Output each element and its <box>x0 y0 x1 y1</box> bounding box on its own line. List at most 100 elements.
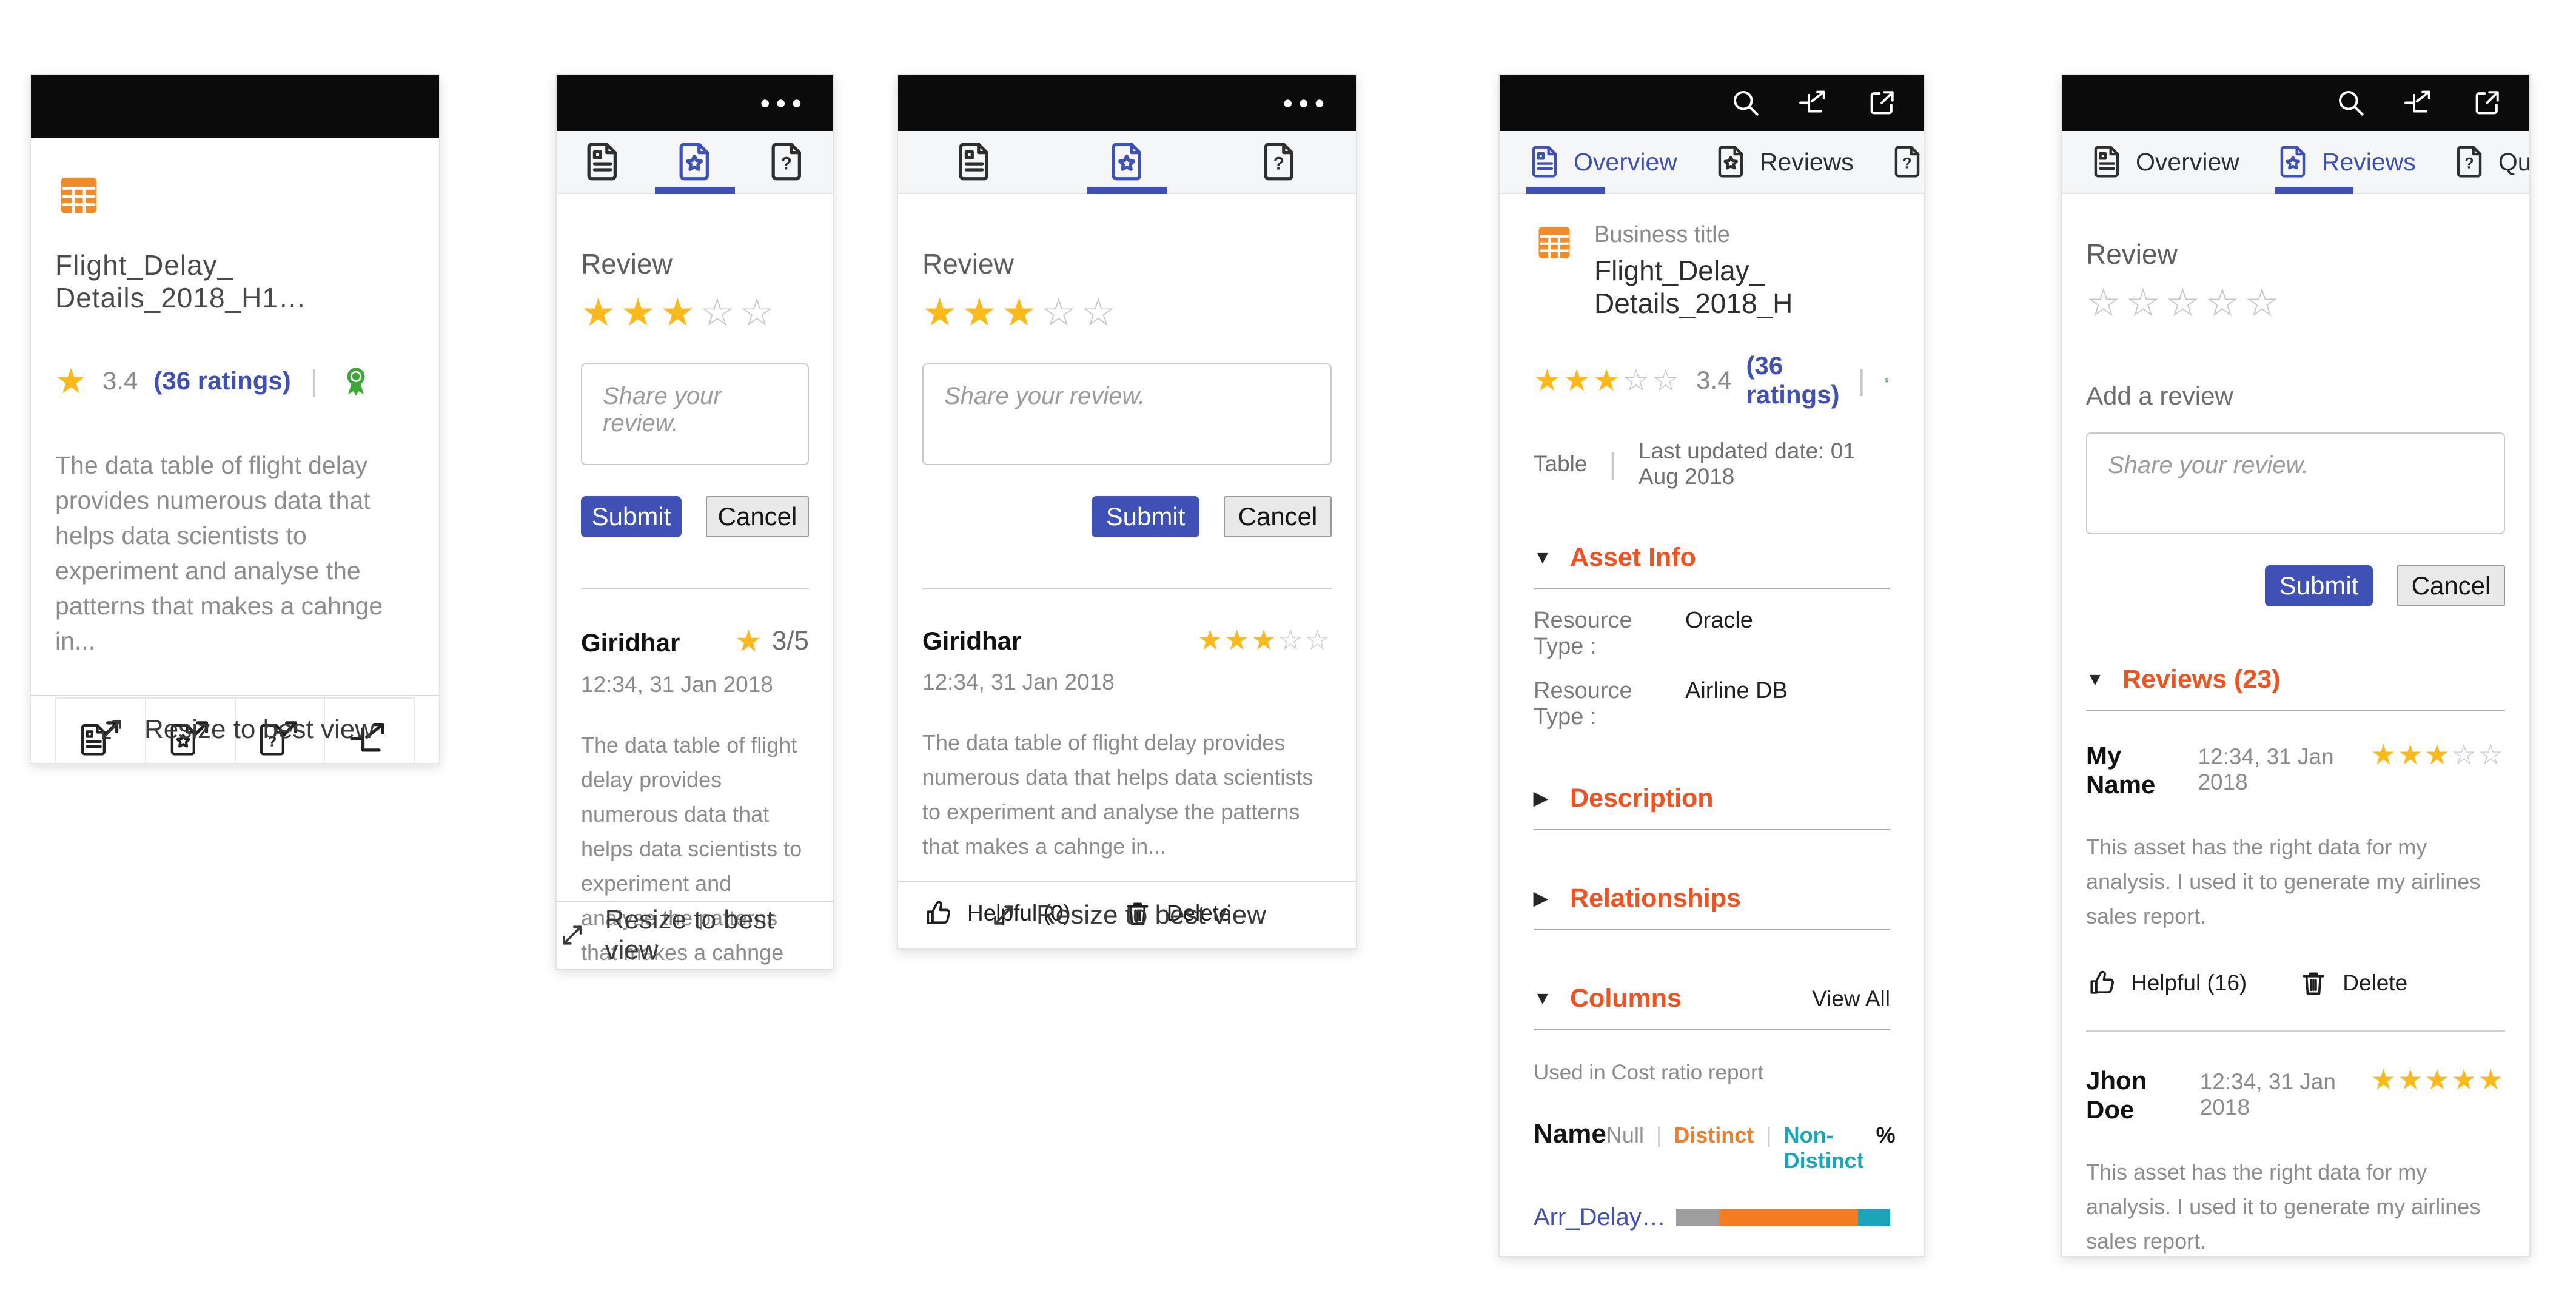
resize-button[interactable]: Resize to best view <box>898 881 1356 948</box>
ratings-count-link[interactable]: (36 ratings) <box>153 366 291 395</box>
questions-doc-icon <box>2451 143 2489 181</box>
card-header-bar <box>1500 75 1924 131</box>
add-review-label: Add a review <box>2086 381 2233 410</box>
caret-down-icon: ▼ <box>1534 988 1552 1009</box>
cancel-button[interactable]: Cancel <box>1224 496 1332 537</box>
submit-button[interactable]: Submit <box>581 496 682 537</box>
review-input[interactable] <box>2086 432 2505 534</box>
tab-questions[interactable]: Questions <box>1889 131 1925 193</box>
review-date: 12:34, 31 Jan 2018 <box>581 672 773 697</box>
divider <box>2086 710 2505 711</box>
resize-button[interactable]: Resize to best view <box>31 695 439 763</box>
asset-description: The data table of flight delay provides … <box>55 451 383 655</box>
external-link-icon[interactable] <box>1865 86 1899 120</box>
rating-value: 3.4 <box>1696 366 1732 394</box>
columns-header[interactable]: ▼ Columns View All <box>1534 984 1890 1013</box>
column-profile-bar <box>1676 1209 1890 1226</box>
tab-questions[interactable] <box>741 131 833 193</box>
ratings-count-link[interactable]: (36 ratings) <box>1746 351 1840 409</box>
tab-questions[interactable]: Questions <box>2451 131 2529 193</box>
asset-summary-card: Flight_Delay_ Details_2018_H1… ★ 3.4 (36… <box>30 74 440 764</box>
resize-icon <box>557 919 588 951</box>
reviews-doc-icon <box>1712 143 1750 181</box>
divider <box>922 588 1332 589</box>
tab-overview[interactable] <box>557 131 649 193</box>
card-header-bar: ••• <box>557 75 833 131</box>
search-icon[interactable] <box>1729 86 1763 120</box>
cancel-button[interactable]: Cancel <box>706 496 809 537</box>
section-columns: ▼ Columns View All Used in Cost ratio re… <box>1534 984 1896 1256</box>
divider <box>1534 829 1890 830</box>
divider: | <box>1609 448 1617 480</box>
relationships-header[interactable]: ▶ Relationships <box>1534 884 1741 913</box>
cancel-button[interactable]: Cancel <box>2397 565 2505 606</box>
tab-reviews[interactable] <box>649 131 741 193</box>
reviews-list-header[interactable]: ▼ Reviews (23) <box>2086 665 2281 694</box>
caret-right-icon: ▶ <box>1534 888 1548 908</box>
helpful-button[interactable]: Helpful (16) <box>2086 967 2247 999</box>
resize-button[interactable]: Resize to best view <box>557 901 833 969</box>
description-header[interactable]: ▶ Description <box>1534 784 1714 813</box>
star-icon: ★ <box>735 624 762 658</box>
column-name-link[interactable]: Arr_Delay… <box>1534 1204 1666 1231</box>
reviewer-name: Jhon Doe <box>2086 1066 2147 1124</box>
tab-reviews[interactable] <box>1051 131 1204 193</box>
asset-info-row: Resource Type : Oracle <box>1534 608 1753 659</box>
asset-info-row: Resource Type : Airline DB <box>1534 678 1788 730</box>
helpful-button[interactable]: Helpful (0) <box>922 898 1071 929</box>
my-rating-stars[interactable]: ★★★☆☆ <box>922 290 1121 334</box>
external-link-icon[interactable] <box>2470 86 2504 120</box>
ribbon-icon <box>337 362 375 400</box>
more-menu-icon[interactable]: ••• <box>760 87 808 119</box>
divider <box>1534 929 1890 930</box>
resize-label: Resize to best view <box>1036 900 1267 930</box>
delete-button[interactable]: Delete <box>1122 898 1232 929</box>
my-rating-stars[interactable]: ☆☆☆☆☆ <box>2086 281 2284 324</box>
lineage-icon[interactable] <box>1797 86 1831 120</box>
view-all-link[interactable]: View All <box>1812 985 1890 1011</box>
questions-open-button[interactable] <box>234 699 324 763</box>
asset-info-header[interactable]: ▼ Asset Info <box>1534 543 1696 572</box>
table-icon <box>1534 222 1575 263</box>
business-title-value: Flight_Delay_ Details_2018_H <box>1594 255 1793 319</box>
column-group-label: Used in Cost ratio report <box>1534 1061 1764 1084</box>
tab-overview[interactable]: Overview <box>2088 131 2239 193</box>
columns-table-header: Name Null | Distinct | Non-Distinct % <box>1534 1119 1896 1173</box>
more-menu-icon[interactable]: ••• <box>1283 87 1330 119</box>
tab-reviews[interactable]: Reviews <box>2274 131 2416 194</box>
tab-bar: Overview Reviews Questions <box>1500 131 1924 194</box>
delete-button[interactable]: Delete <box>2298 967 2407 999</box>
review-heading: Review <box>922 248 1014 280</box>
reviews-open-button[interactable] <box>144 699 235 763</box>
last-updated: Last updated date: 01 Aug 2018 <box>1638 438 1856 489</box>
caret-right-icon: ▶ <box>1534 788 1548 808</box>
reviews-doc-icon <box>673 139 717 184</box>
review-item: Giridhar ★ 3/5 12:34, 31 Jan 2018 The da… <box>581 623 809 969</box>
tab-bar <box>557 131 833 194</box>
column-row: Arr_Delay… <box>1534 1204 1890 1231</box>
quick-actions-row <box>55 697 415 763</box>
tab-questions[interactable] <box>1203 131 1356 193</box>
search-icon[interactable] <box>2334 86 2368 120</box>
section-asset-info: ▼ Asset Info Resource Type : Oracle Reso… <box>1534 543 1890 730</box>
lineage-icon[interactable] <box>2402 86 2436 120</box>
tab-overview[interactable]: Overview <box>1526 131 1677 194</box>
submit-button[interactable]: Submit <box>1092 496 1199 537</box>
tab-overview[interactable] <box>898 131 1051 193</box>
review-item: Giridhar ★★★☆☆ 12:34, 31 Jan 2018 The da… <box>922 623 1332 929</box>
review-date: 12:34, 31 Jan 2018 <box>922 670 1115 694</box>
submit-button[interactable]: Submit <box>2265 565 2373 606</box>
divider <box>581 588 809 589</box>
questions-doc-icon <box>1889 143 1925 181</box>
tab-reviews[interactable]: Reviews <box>1712 131 1854 193</box>
lineage-open-button[interactable] <box>324 699 414 763</box>
resize-label: Resize to best view <box>144 714 375 744</box>
resize-icon <box>96 714 127 745</box>
reviewer-name: Giridhar <box>922 626 1022 655</box>
review-input[interactable] <box>581 363 809 465</box>
section-reviews: ▼ Reviews (23) My Name 12:34, 31 Jan 201… <box>2086 665 2505 1256</box>
review-text: The data table of flight delay provides … <box>922 730 1313 859</box>
tab-bar <box>898 131 1356 194</box>
my-rating-stars[interactable]: ★★★☆☆ <box>581 290 779 334</box>
review-input[interactable] <box>922 363 1332 465</box>
